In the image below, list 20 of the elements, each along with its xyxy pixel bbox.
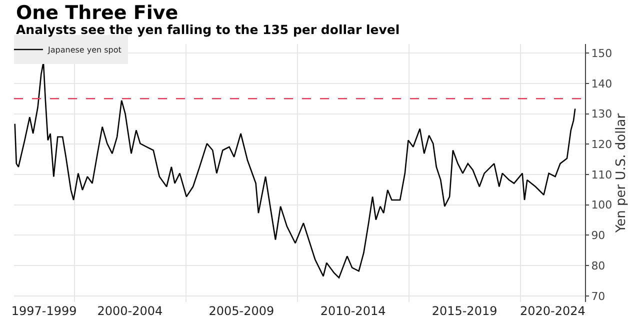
- y-tick-label: 70: [591, 290, 606, 303]
- x-tick-label: 2000-2004: [97, 304, 163, 318]
- y-tick-label: 140: [591, 77, 612, 90]
- legend-label: Japanese yen spot: [47, 46, 122, 55]
- y-tick-label: 90: [591, 229, 606, 242]
- y-tick-label: 150: [591, 46, 612, 60]
- x-tick-label: 2015-2019: [432, 304, 498, 318]
- y-axis-title: Yen per U.S. dollar: [614, 112, 629, 234]
- chart-subtitle: Analysts see the yen falling to the 135 per dollar level: [16, 22, 400, 37]
- chart-title: One Three Five: [16, 2, 178, 24]
- y-tick-label: 110: [591, 168, 612, 182]
- line-series: [14, 62, 576, 278]
- x-tick-label: 1997-1999: [11, 304, 77, 318]
- x-tick-label: 2010-2014: [320, 304, 386, 318]
- y-tick-label: 100: [591, 198, 612, 212]
- x-tick-label: 2005-2009: [208, 304, 274, 318]
- y-tick-label: 120: [591, 138, 612, 152]
- x-tick-label: 2020-2024: [520, 304, 586, 318]
- y-tick-label: 80: [591, 259, 606, 272]
- y-tick-label: 130: [591, 108, 612, 121]
